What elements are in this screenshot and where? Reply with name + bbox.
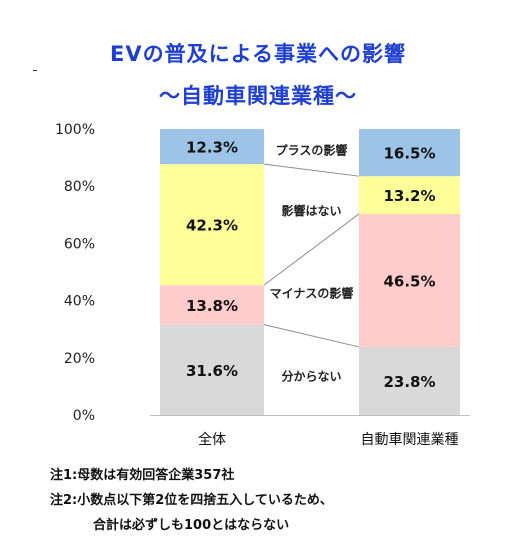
bar-segment: [160, 285, 264, 325]
y-tick-label: 80%: [64, 179, 95, 195]
series-label: マイナスの影響: [270, 286, 354, 301]
data-label: 46.5%: [383, 272, 435, 290]
category-label: 自動車関連業種: [361, 431, 459, 448]
chart-title: EVの普及による事業への影響: [110, 42, 406, 66]
bar-segment: [359, 176, 460, 214]
stray-mark: [33, 70, 37, 71]
connector-line: [263, 213, 360, 286]
series-label: プラスの影響: [276, 143, 348, 158]
y-tick-label: 60%: [64, 236, 95, 252]
bar-segment: [160, 164, 264, 286]
bar-segment: [160, 324, 264, 415]
footnote-3: 合計は必ずしも100とはならない: [93, 518, 290, 533]
connector-line: [263, 324, 360, 348]
data-label: 42.3%: [186, 217, 238, 235]
y-tick-label: 100%: [55, 122, 95, 138]
bar-segment: [359, 129, 460, 177]
y-tick-label: 40%: [64, 294, 95, 310]
bar-segment: [359, 213, 460, 347]
data-label: 31.6%: [186, 362, 238, 380]
bar-segment: [359, 346, 460, 415]
chart-subtitle: ～自動車関連業種～: [159, 84, 357, 108]
data-label: 23.8%: [383, 373, 435, 391]
y-tick-label: 20%: [64, 351, 95, 367]
series-label: 影響はない: [281, 203, 341, 218]
data-label: 13.8%: [186, 297, 238, 315]
series-label: 分からない: [281, 368, 341, 383]
y-tick-label: 0%: [73, 408, 95, 424]
category-label: 全体: [198, 431, 226, 448]
bar-segment: [160, 129, 264, 165]
footnote-2: 注2:小数点以下第2位を四捨五入しているため、: [50, 493, 333, 508]
connector-line: [263, 163, 360, 177]
data-label: 13.2%: [383, 187, 435, 205]
data-label: 12.3%: [186, 139, 238, 157]
footnote-1: 注1:母数は有効回答企業357社: [50, 468, 235, 483]
data-label: 16.5%: [383, 145, 435, 163]
